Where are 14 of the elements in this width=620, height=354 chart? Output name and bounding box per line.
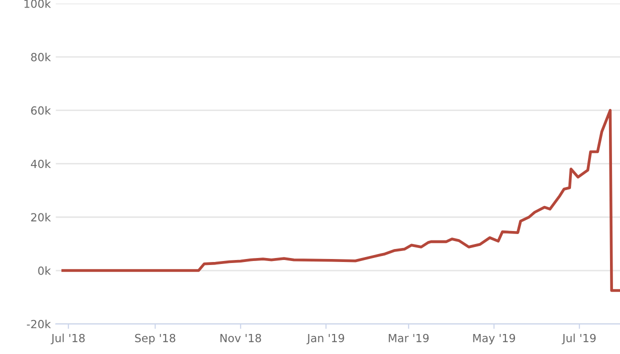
y-tick-label: 80k xyxy=(31,52,51,62)
x-tick-label: Sep '18 xyxy=(135,334,176,344)
y-tick-label: 0k xyxy=(38,266,51,275)
y-tick-label: -20k xyxy=(26,320,51,328)
x-tick-label: Nov '18 xyxy=(220,334,262,342)
x-tick-label: Jul '19 xyxy=(562,334,596,344)
x-tick-label: Mar '19 xyxy=(388,334,429,342)
y-tick-label: 60k xyxy=(31,106,51,115)
x-tick-label: Jan '19 xyxy=(306,334,344,344)
x-tick-label: Jul '18 xyxy=(50,334,85,344)
y-tick-label: 20k xyxy=(31,212,51,222)
y-tick-label: 40k xyxy=(30,160,51,168)
line-series xyxy=(61,108,620,292)
x-tick-label: May '19 xyxy=(473,334,516,344)
